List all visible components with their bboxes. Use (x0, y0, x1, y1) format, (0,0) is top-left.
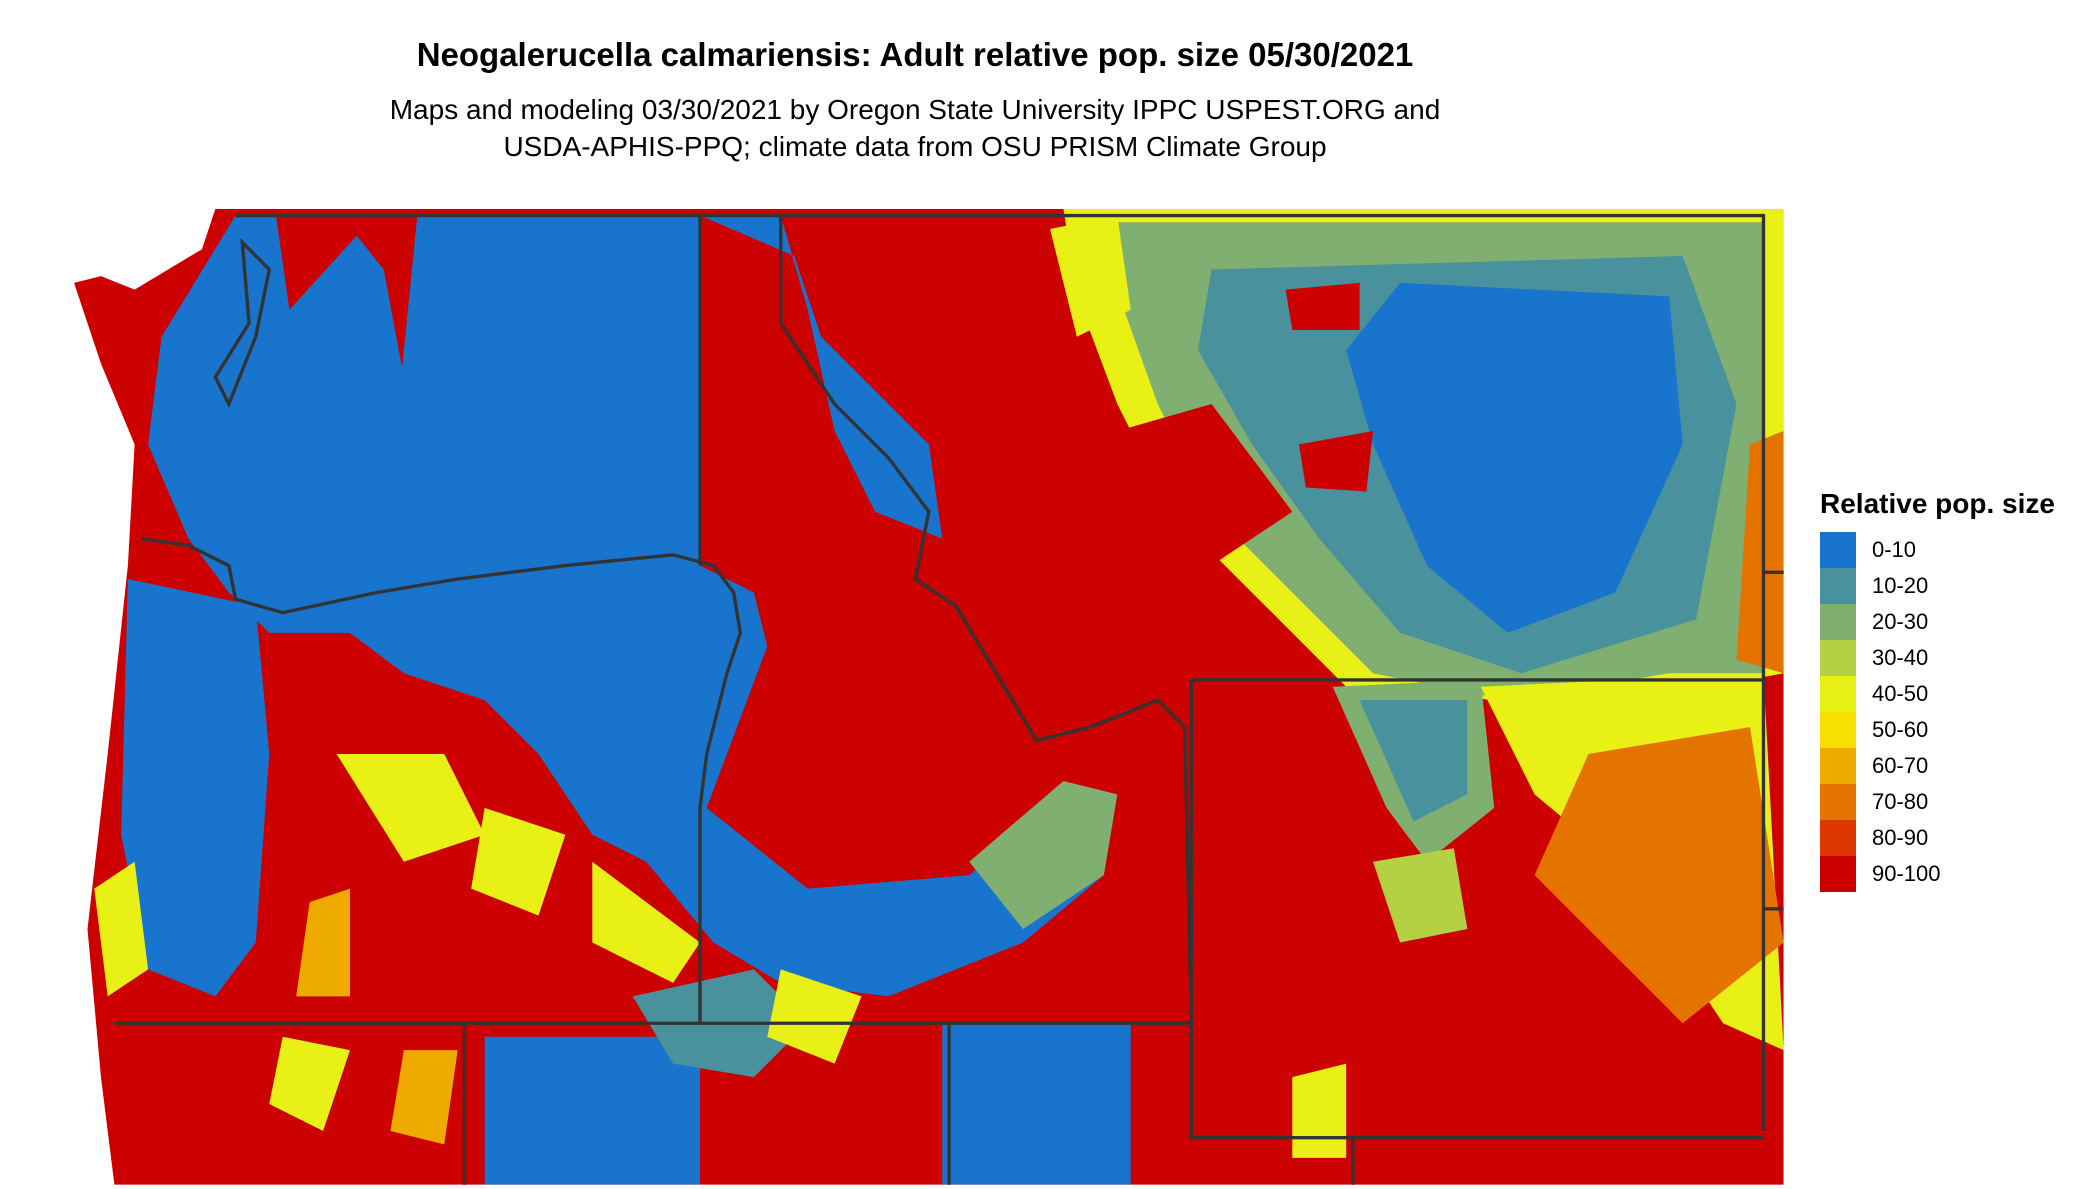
legend-label: 50-60 (1872, 717, 1929, 742)
legend-label: 30-40 (1872, 645, 1929, 670)
legend-title: Relative pop. size (1820, 488, 2055, 519)
legend-swatch (1820, 784, 1856, 820)
legend-item: 90-100 (1820, 856, 2055, 892)
legend-swatch (1820, 604, 1856, 640)
legend-item: 30-40 (1820, 640, 2055, 676)
legend-label: 70-80 (1872, 789, 1929, 814)
legend-label: 90-100 (1872, 861, 1941, 886)
legend-item: 70-80 (1820, 784, 2055, 820)
legend-item: 0-10 (1820, 532, 2055, 568)
map-subtitle-line-1: Maps and modeling 03/30/2021 by Oregon S… (389, 94, 1441, 125)
legend-swatch (1820, 676, 1856, 712)
legend-swatch (1820, 820, 1856, 856)
legend-label: 80-90 (1872, 825, 1929, 850)
region-0-10 (1346, 282, 1683, 633)
legend-swatch (1820, 568, 1856, 604)
legend-label: 60-70 (1872, 753, 1929, 778)
legend-label: 0-10 (1872, 537, 1917, 562)
legend-label: 10-20 (1872, 573, 1929, 598)
legend-swatch (1820, 532, 1856, 568)
legend-swatch (1820, 748, 1856, 784)
legend-swatch (1820, 712, 1856, 748)
legend-item: 40-50 (1820, 676, 2055, 712)
legend-item: 50-60 (1820, 712, 2055, 748)
legend-item: 60-70 (1820, 748, 2055, 784)
state-borders (114, 213, 1784, 1185)
legend-swatch (1820, 856, 1856, 892)
legend-label: 20-30 (1872, 609, 1929, 634)
legend-item: 80-90 (1820, 820, 2055, 856)
legend-item: 20-30 (1820, 604, 2055, 640)
legend-item: 10-20 (1820, 568, 2055, 604)
legend: Relative pop. size 0-10 10-20 20-30 30-40 40… (1820, 488, 2055, 892)
legend-swatch (1820, 640, 1856, 676)
map-title: Neogalerucella calmariensis: Adult relat… (416, 36, 1414, 73)
legend-label: 40-50 (1872, 681, 1929, 706)
map-subtitle-line-2: USDA-APHIS-PPQ; climate data from OSU PR… (503, 131, 1327, 162)
